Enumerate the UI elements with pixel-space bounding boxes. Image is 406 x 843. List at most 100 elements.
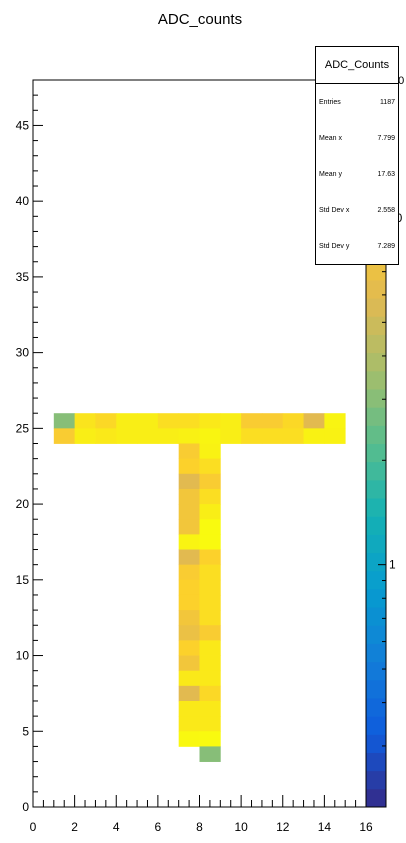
heatmap-cell [179,550,200,566]
heatmap-cell [75,413,96,429]
x-tick-label: 12 [276,820,290,834]
stats-title: ADC_Counts [316,47,398,84]
heatmap-cell [200,413,221,429]
heatmap-cell [200,625,221,641]
stats-value: 2.558 [377,207,395,214]
stats-label: Mean x [319,135,342,142]
heatmap-cell [200,519,221,535]
heatmap-cell [179,701,200,717]
colorbar-segment [366,280,386,299]
colorbar-segment [366,716,386,735]
heatmap-cell [200,640,221,656]
chart-title: ADC_counts [158,11,242,28]
stats-label: Std Dev y [319,243,349,250]
heatmap-cell [54,413,75,429]
y-tick-label: 0 [22,800,29,814]
heatmap-cell [200,459,221,475]
x-tick-label: 6 [155,820,162,834]
stats-row-mean-y: Mean y 17.63 [319,171,395,178]
colorbar-segment [366,407,386,426]
heatmap-cell [220,428,241,444]
heatmap-cell [200,444,221,460]
x-tick-label: 8 [196,820,203,834]
colorbar-segment [366,789,386,808]
heatmap-cell [200,746,221,762]
colorbar-segment [366,316,386,335]
heatmap-cell [116,413,137,429]
colorbar-segment [366,462,386,481]
heatmap-cell [200,701,221,717]
stats-value: 7.799 [377,135,395,142]
heatmap-cell [179,459,200,475]
heatmap-cell [262,413,283,429]
heatmap-cell [200,716,221,732]
y-tick-label: 30 [16,346,30,360]
heatmap-cell [179,610,200,626]
y-tick-label: 40 [16,194,30,208]
heatmap-cell [179,565,200,581]
colorbar-segment [366,480,386,499]
stats-row-stddev-x: Std Dev x 2.558 [319,207,395,214]
heatmap-cell [200,595,221,611]
y-tick-label: 20 [16,497,30,511]
x-tick-label: 10 [234,820,248,834]
heatmap-cell [241,428,262,444]
heatmap-cell [54,428,75,444]
x-axis: 0 2 4 6 8 10 12 14 16 [30,795,373,834]
stats-row-mean-x: Mean x 7.799 [319,135,395,142]
stats-row-entries: Entries 1187 [319,99,395,106]
heatmap-cell [179,671,200,687]
heatmap-cell [75,428,96,444]
heatmap-cell [179,595,200,611]
heatmap-cell [200,428,221,444]
heatmap-cell [262,428,283,444]
x-tick-label: 14 [318,820,332,834]
stats-label: Std Dev x [319,207,349,214]
colorbar-segment [366,298,386,317]
y-tick-label: 35 [16,270,30,284]
heatmap-cell [220,413,241,429]
heatmap-cell [200,686,221,702]
heatmap-cell [137,428,158,444]
stats-value: 1187 [380,99,395,106]
heatmap-cell [179,625,200,641]
colorbar-segment [366,425,386,444]
y-tick-label: 15 [16,573,30,587]
colorbar-segment [366,371,386,390]
colorbar-segment [366,662,386,681]
heatmap-cell [179,504,200,520]
y-tick-label: 5 [22,724,29,738]
heatmap-cell [179,534,200,550]
heatmap-cell [200,580,221,596]
colorbar-segment [366,389,386,408]
heatmap-cell [179,640,200,656]
heatmap-cell [200,474,221,490]
heatmap-cell [179,444,200,460]
heatmap-cell [200,671,221,687]
heatmap-cell [179,519,200,535]
heatmap-cell [200,534,221,550]
colorbar-segment [366,444,386,463]
heatmap-cell [158,413,179,429]
heatmap-cell [304,428,325,444]
colorbar-segment [366,734,386,753]
stats-label: Mean y [319,171,342,178]
heatmap-cell [179,489,200,505]
colorbar-tick-label: 1 [389,558,396,572]
colorbar-segment [366,553,386,572]
y-tick-label: 10 [16,649,30,663]
y-tick-label: 25 [16,421,30,435]
stats-value: 17.63 [377,171,395,178]
x-tick-label: 0 [30,820,37,834]
stats-value: 7.289 [377,243,395,250]
y-axis: 0 5 10 15 20 25 30 35 40 45 [16,80,43,814]
colorbar-segment [366,680,386,699]
heatmap-cell [283,413,304,429]
heatmap-cell [179,413,200,429]
colorbar-segment [366,334,386,353]
heatmap-cell [200,565,221,581]
x-tick-label: 4 [113,820,120,834]
colorbar-segment [366,498,386,517]
heatmap-cell [179,580,200,596]
heatmap-cell [137,413,158,429]
